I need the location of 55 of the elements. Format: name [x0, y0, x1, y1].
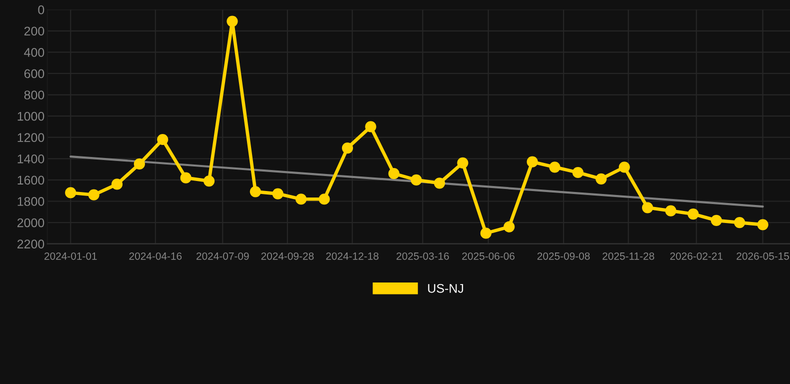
point [365, 121, 376, 132]
x-tick-label: 2024-12-18 [326, 252, 378, 260]
point [526, 156, 538, 168]
point [642, 202, 654, 214]
point [688, 208, 699, 220]
x-tick-label: 2025-09-08 [537, 252, 590, 260]
y-tick-label: 2200 [17, 240, 44, 248]
point [572, 166, 584, 178]
point [111, 178, 123, 190]
point [180, 172, 192, 184]
y-tick-label: 800 [24, 90, 44, 100]
point [710, 214, 722, 226]
point [342, 142, 354, 154]
point [157, 134, 168, 146]
x-tick-label: 2024-04-16 [129, 252, 182, 260]
point [549, 162, 560, 173]
point [504, 221, 515, 232]
y-tick-label: 600 [24, 69, 44, 78]
point [734, 216, 746, 228]
x-tick-label: 2026-02-21 [670, 252, 723, 260]
point [134, 158, 145, 170]
y-tick-label: 1600 [18, 176, 44, 185]
point [596, 173, 607, 184]
y-tick-label: 1800 [18, 197, 44, 206]
y-tick-label: 0 [38, 5, 44, 14]
point [296, 194, 307, 205]
point [410, 174, 422, 186]
y-tick-label: 1400 [18, 154, 44, 164]
point [388, 168, 400, 180]
point [250, 186, 262, 198]
point [757, 219, 768, 230]
point [203, 175, 215, 187]
point [480, 228, 492, 239]
legend-label: US-NJ [428, 284, 464, 293]
y-tick-label: 1000 [18, 112, 44, 121]
point [88, 189, 100, 200]
x-tick-label: 2024-07-09 [196, 252, 249, 260]
x-tick-label: 2025-06-06 [462, 252, 515, 260]
y-tick-label: 1200 [18, 133, 44, 142]
point [618, 162, 630, 173]
x-tick-label: 2024-09-28 [261, 252, 314, 260]
point [665, 205, 676, 216]
point [65, 187, 76, 198]
y-tick-label: 2000 [17, 218, 44, 228]
y-tick-label: 400 [24, 48, 44, 57]
point [226, 16, 238, 27]
x-tick-label: 2024-01-01 [44, 252, 97, 260]
point [272, 188, 284, 200]
x-tick-label: 2026-05-15 [736, 252, 789, 260]
point [457, 157, 468, 168]
x-tick-label: 2025-03-16 [396, 252, 449, 260]
point [318, 194, 330, 205]
x-tick-label: 2025-11-28 [602, 252, 654, 260]
point [434, 178, 446, 189]
y-tick-label: 200 [24, 26, 44, 36]
